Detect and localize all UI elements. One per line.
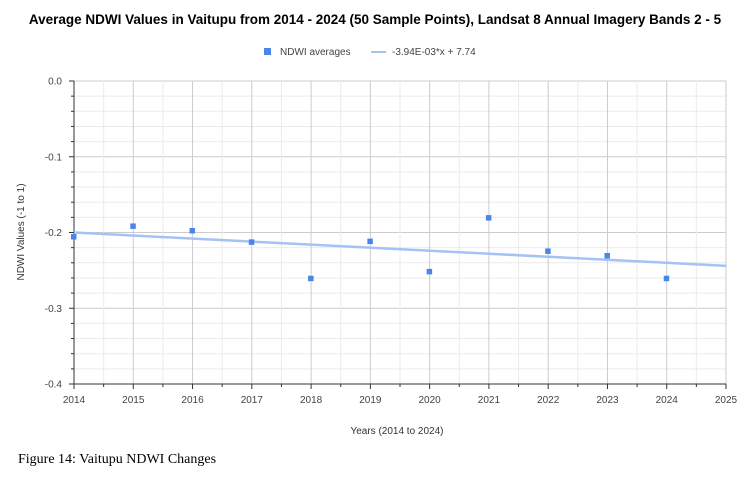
legend: NDWI averages -3.94E-03*x + 7.74	[264, 47, 476, 58]
data-point	[367, 238, 373, 245]
grid-lines	[73, 80, 727, 385]
y-tick-label: -0.3	[45, 304, 63, 315]
x-tick-label: 2022	[537, 395, 560, 406]
y-tick-label: -0.4	[45, 380, 63, 391]
y-tick-label: -0.2	[45, 228, 63, 239]
x-tick-label: 2020	[419, 395, 442, 406]
data-point	[248, 239, 255, 245]
axes	[69, 80, 727, 389]
data-point	[426, 268, 433, 275]
data-point	[604, 252, 610, 259]
x-tick-label: 2021	[478, 395, 501, 406]
x-tick-label: 2017	[241, 395, 264, 406]
data-point	[545, 248, 551, 254]
x-tick-label: 2014	[63, 395, 86, 406]
trendline-line	[73, 231, 727, 268]
x-tick-label: 2023	[596, 395, 619, 406]
x-tick-label: 2024	[656, 395, 679, 406]
x-tick-label: 2015	[122, 395, 145, 406]
y-tick-label: -0.1	[45, 152, 63, 163]
data-point	[189, 227, 196, 234]
x-tick-label: 2018	[300, 395, 323, 406]
data-point	[485, 215, 492, 221]
y-axis-title: NDWI Values (-1 to 1)	[16, 183, 27, 280]
data-point	[71, 234, 77, 240]
x-tick-label: 2019	[359, 395, 382, 406]
data-point	[663, 275, 670, 282]
data-point	[130, 223, 136, 229]
data-points	[71, 215, 670, 282]
y-tick-label: 0.0	[48, 77, 62, 88]
legend-label-ndwi: NDWI averages	[280, 47, 351, 58]
trendline	[73, 231, 727, 268]
figure-caption: Figure 14: Vaitupu NDWI Changes	[18, 452, 217, 467]
x-axis-title: Years (2014 to 2024)	[350, 426, 443, 437]
x-tick-label: 2016	[181, 395, 204, 406]
chart-title: Average NDWI Values in Vaitupu from 2014…	[28, 12, 722, 27]
x-tick-label: 2025	[715, 395, 738, 406]
legend-label-trendline: -3.94E-03*x + 7.74	[392, 47, 476, 58]
data-point	[308, 275, 314, 282]
legend-marker-ndwi	[264, 48, 271, 55]
